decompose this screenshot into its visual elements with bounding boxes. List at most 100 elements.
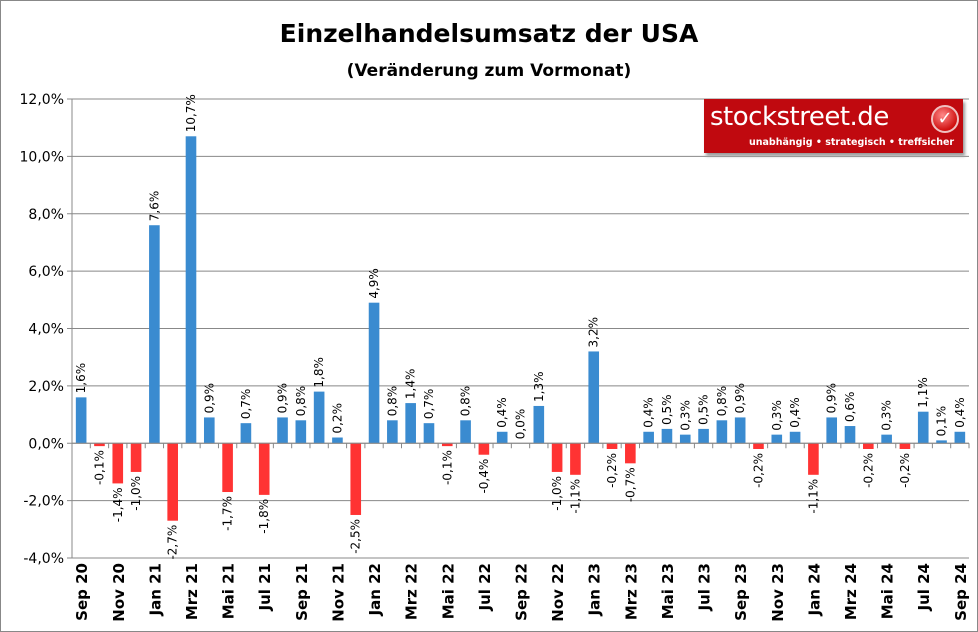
data-label: -2,7%: [166, 525, 180, 560]
data-label: -0,2%: [605, 453, 619, 488]
x-category-label: Jan 23: [586, 563, 604, 616]
chart-subtitle: (Veränderung zum Vormonat): [346, 61, 632, 81]
data-label: 0,9%: [202, 383, 216, 414]
x-category-label: Jul 22: [476, 563, 494, 612]
bar: [570, 443, 581, 475]
bar: [863, 443, 874, 449]
x-category-label: Nov 23: [769, 563, 787, 622]
x-category-label: Mai 21: [220, 563, 238, 619]
data-label: 4,9%: [367, 268, 381, 299]
y-tick-label: 2,0%: [28, 379, 64, 395]
x-category-label: Sep 20: [73, 563, 91, 621]
bar: [222, 443, 233, 493]
bar: [661, 428, 673, 444]
data-label: 0,4%: [495, 397, 509, 428]
data-label: 0,5%: [660, 394, 674, 425]
data-label: 0,0%: [514, 409, 528, 440]
data-label: 3,2%: [587, 317, 601, 348]
bar: [423, 423, 435, 444]
bar: [625, 443, 636, 464]
data-label: 0,8%: [385, 386, 399, 417]
bar: [203, 417, 215, 444]
bar: [460, 420, 471, 444]
data-label: 0,4%: [642, 397, 656, 428]
bar: [332, 437, 343, 444]
bar: [917, 411, 929, 444]
data-label: 7,6%: [147, 191, 161, 222]
y-tick-label: 10,0%: [20, 149, 64, 165]
bar: [350, 443, 362, 515]
x-category-label: Mai 23: [659, 563, 677, 619]
bar: [94, 443, 105, 447]
data-label: 0,7%: [422, 389, 436, 420]
bar: [295, 420, 307, 444]
data-label: 0,3%: [770, 400, 784, 431]
data-label: -1,0%: [129, 476, 143, 511]
data-label: 1,6%: [74, 363, 88, 394]
data-label: 0,9%: [733, 383, 747, 414]
data-label: 0,5%: [697, 394, 711, 425]
bar: [679, 434, 691, 444]
data-label: 0,9%: [276, 383, 290, 414]
data-label: -0,1%: [440, 450, 454, 485]
x-category-label: Mrz 21: [183, 563, 201, 620]
data-label: -0,1%: [92, 450, 106, 485]
data-label: 0,8%: [715, 386, 729, 417]
bar: [771, 434, 783, 444]
x-category-label: Mrz 22: [403, 563, 421, 620]
data-label: 0,8%: [459, 386, 473, 417]
data-label: -0,2%: [861, 453, 875, 488]
data-label: 0,3%: [678, 400, 692, 431]
data-label: 0,2%: [330, 403, 344, 434]
bar: [551, 443, 563, 472]
bar: [112, 443, 124, 484]
stockstreet-logo: stockstreet.de unabhängig • strategisch …: [704, 99, 963, 153]
x-category-label: Sep 21: [293, 563, 311, 621]
data-label: 1,8%: [312, 357, 326, 388]
bar: [936, 440, 947, 444]
bar: [441, 443, 453, 447]
data-label: 0,8%: [294, 386, 308, 417]
data-label: -1,1%: [806, 479, 820, 514]
x-category-label: Mai 22: [439, 563, 457, 619]
bar: [258, 443, 270, 495]
bar: [478, 443, 490, 455]
x-category-label: Sep 22: [513, 563, 531, 621]
x-category-label: Sep 23: [732, 563, 750, 621]
y-tick-label: 4,0%: [28, 322, 64, 338]
data-label: 0,9%: [825, 383, 839, 414]
data-label: -1,8%: [257, 499, 271, 534]
data-label: 10,7%: [184, 94, 198, 132]
data-label: -1,7%: [221, 496, 235, 531]
data-label: 1,4%: [404, 369, 418, 400]
data-label: -0,2%: [898, 453, 912, 488]
bar: [698, 428, 709, 444]
data-label: 0,7%: [239, 389, 253, 420]
bar: [844, 426, 856, 444]
x-category-label: Jul 23: [696, 563, 714, 612]
bar: [130, 443, 142, 472]
y-tick-label: 12,0%: [20, 92, 64, 108]
y-tick-label: -4,0%: [23, 551, 64, 567]
x-category-label: Jul 24: [915, 563, 933, 612]
bar: [808, 443, 819, 475]
bar: [185, 136, 197, 444]
bar: [277, 417, 288, 444]
data-label: 1,3%: [532, 371, 546, 402]
y-tick-label: 8,0%: [28, 207, 64, 223]
y-tick-label: 0,0%: [28, 436, 64, 452]
bar: [167, 443, 178, 521]
bar: [75, 397, 87, 444]
x-category-label: Nov 22: [549, 563, 567, 622]
x-category-label: Mai 24: [879, 563, 897, 619]
bar: [387, 420, 398, 444]
data-label: 0,3%: [880, 400, 894, 431]
data-label: -1,0%: [550, 476, 564, 511]
bar: [753, 443, 764, 449]
bar: [643, 431, 654, 444]
x-category-label: Nov 20: [110, 563, 128, 622]
bar: [716, 420, 728, 444]
bar: [606, 443, 618, 449]
